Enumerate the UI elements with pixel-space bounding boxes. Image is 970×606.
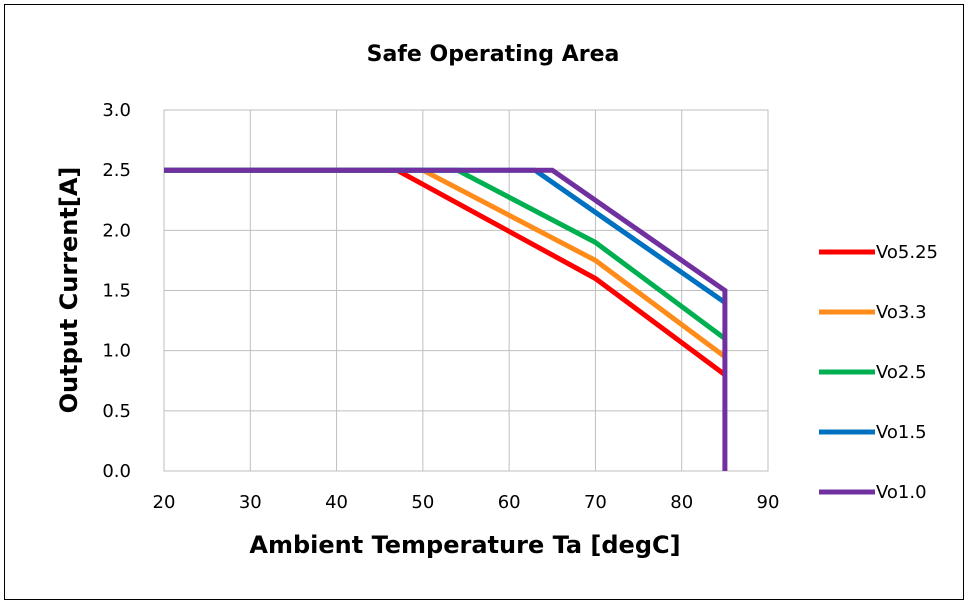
legend-label: Vo1.0 xyxy=(876,482,927,503)
chart-area: 0.0 0.5 1.0 1.5 2.0 2.5 3.0 20 30 40 50 60 70 80 90 V… xyxy=(4,4,964,600)
legend-label: Vo2.5 xyxy=(876,362,927,383)
x-tick-label: 90 xyxy=(757,492,780,513)
y-tick-label: 0.5 xyxy=(102,401,131,422)
x-tick-label: 40 xyxy=(325,492,348,513)
y-tick-label: 3.0 xyxy=(102,100,131,121)
x-tick-label: 50 xyxy=(411,492,434,513)
x-tick-labels: 20 30 40 50 60 70 80 90 xyxy=(153,492,780,513)
legend-label: Vo3.3 xyxy=(876,302,927,323)
y-tick-label: 1.0 xyxy=(102,341,131,362)
y-tick-labels: 0.0 0.5 1.0 1.5 2.0 2.5 3.0 xyxy=(102,100,131,482)
y-axis-title: Output Current[A] xyxy=(55,167,83,414)
y-tick-label: 1.5 xyxy=(102,281,131,302)
x-tick-label: 30 xyxy=(239,492,262,513)
legend-label: Vo5.25 xyxy=(876,242,938,263)
x-axis-title: Ambient Temperature Ta [degC] xyxy=(249,531,680,559)
series-line-vo1-0 xyxy=(164,167,728,471)
series-lines xyxy=(164,167,728,471)
x-tick-label: 20 xyxy=(153,492,176,513)
legend-label: Vo1.5 xyxy=(876,422,927,443)
y-tick-label: 2.0 xyxy=(102,220,131,241)
chart-svg: 0.0 0.5 1.0 1.5 2.0 2.5 3.0 20 30 40 50 60 70 80 90 V… xyxy=(55,42,938,559)
y-tick-label: 0.0 xyxy=(102,461,131,482)
x-tick-label: 70 xyxy=(584,492,607,513)
legend: Vo5.25 Vo3.3 Vo2.5 Vo1.5 Vo1.0 xyxy=(819,242,938,503)
x-tick-label: 80 xyxy=(670,492,693,513)
x-tick-label: 60 xyxy=(498,492,521,513)
y-tick-label: 2.5 xyxy=(102,160,131,181)
chart-title: Safe Operating Area xyxy=(367,42,620,67)
